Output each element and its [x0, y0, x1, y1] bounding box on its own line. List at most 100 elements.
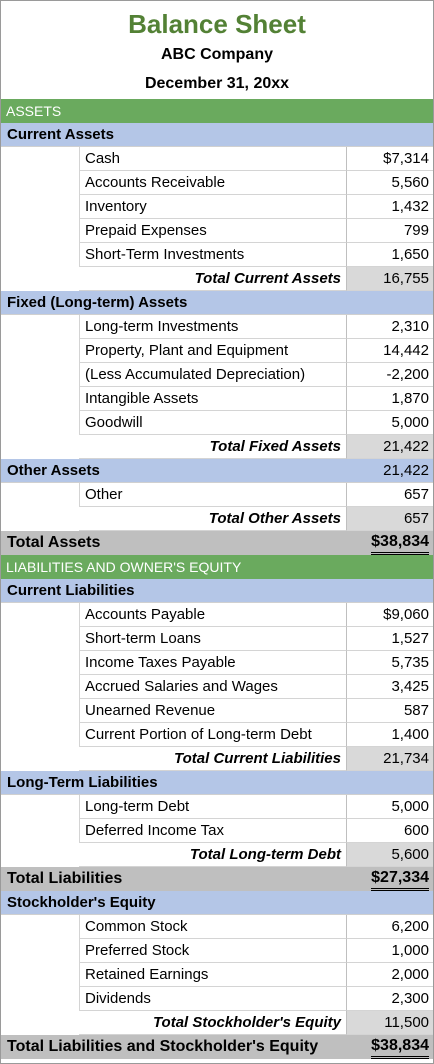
line-item-label: Prepaid Expenses — [79, 219, 347, 243]
line-item-label: Inventory — [79, 195, 347, 219]
line-item-label: Short-term Loans — [79, 627, 347, 651]
line-item-value: 2,000 — [347, 963, 433, 987]
line-item-label: Other — [79, 483, 347, 507]
subtotal-row-label: Total Fixed Assets — [79, 435, 347, 459]
total-row-value: $27,334 — [371, 867, 429, 891]
line-item: Intangible Assets 1,870 — [1, 387, 433, 411]
subtotal-row-value: 21,422 — [347, 435, 433, 459]
line-item-value: 2,310 — [347, 315, 433, 339]
group-header-label: Fixed (Long-term) Assets — [7, 294, 188, 311]
line-item-label: Cash — [79, 147, 347, 171]
section-header: LIABILITIES AND OWNER'S EQUITY — [1, 555, 433, 579]
line-item: Cash $7,314 — [1, 147, 433, 171]
line-item-value: 587 — [347, 699, 433, 723]
line-item: Prepaid Expenses 799 — [1, 219, 433, 243]
line-item-label: Long-term Investments — [79, 315, 347, 339]
line-item: Deferred Income Tax 600 — [1, 819, 433, 843]
line-item-value: 600 — [347, 819, 433, 843]
subtotal-row: Total Stockholder's Equity 11,500 — [1, 1011, 433, 1035]
line-item: Long-term Debt 5,000 — [1, 795, 433, 819]
line-item: Unearned Revenue 587 — [1, 699, 433, 723]
line-item: (Less Accumulated Depreciation) -2,200 — [1, 363, 433, 387]
line-item-value: 5,000 — [347, 411, 433, 435]
line-item: Other 657 — [1, 483, 433, 507]
section-header-label: LIABILITIES AND OWNER'S EQUITY — [6, 559, 242, 575]
line-item-label: Accounts Payable — [79, 603, 347, 627]
line-item: Accounts Receivable 5,560 — [1, 171, 433, 195]
group-header-label: Current Liabilities — [7, 582, 135, 599]
line-item-value: 1,650 — [347, 243, 433, 267]
balance-table: ASSETS Current Assets Cash $7,314 Accounts R… — [1, 99, 433, 1059]
total-row: Total Assets $38,834 — [1, 531, 433, 555]
line-item: Preferred Stock 1,000 — [1, 939, 433, 963]
line-item-value: 1,000 — [347, 939, 433, 963]
line-item: Common Stock 6,200 — [1, 915, 433, 939]
group-header-label: Current Assets — [7, 126, 114, 143]
subtotal-row-label: Total Current Liabilities — [79, 747, 347, 771]
line-item-label: Dividends — [79, 987, 347, 1011]
line-item-value: 1,870 — [347, 387, 433, 411]
subtotal-row-label: Total Long-term Debt — [79, 843, 347, 867]
section-header-label: ASSETS — [6, 103, 62, 119]
group-header-label: Long-Term Liabilities — [7, 774, 158, 791]
line-item-value: 657 — [347, 483, 433, 507]
company-name: ABC Company — [160, 46, 273, 63]
line-item: Accounts Payable $9,060 — [1, 603, 433, 627]
section-header: ASSETS — [1, 99, 433, 123]
subtotal-row: Total Other Assets 657 — [1, 507, 433, 531]
total-row: Total Liabilities $27,334 — [1, 867, 433, 891]
statement-date: December 31, 20xx — [144, 75, 290, 92]
line-item-value: 3,425 — [347, 675, 433, 699]
sheet-title: Balance Sheet — [128, 9, 306, 39]
line-item: Accrued Salaries and Wages 3,425 — [1, 675, 433, 699]
total-row-label: Total Liabilities and Stockholder's Equi… — [7, 1038, 319, 1055]
line-item-label: Current Portion of Long-term Debt — [79, 723, 347, 747]
group-header: Current Liabilities — [1, 579, 433, 603]
line-item-value: -2,200 — [347, 363, 433, 387]
group-header-label: Stockholder's Equity — [7, 894, 156, 911]
line-item-value: 1,527 — [347, 627, 433, 651]
subtotal-row-label: Total Current Assets — [79, 267, 347, 291]
line-item-value: $7,314 — [347, 147, 433, 171]
line-item-value: 5,000 — [347, 795, 433, 819]
group-header-value: 21,422 — [383, 462, 429, 479]
subtotal-row: Total Current Assets 16,755 — [1, 267, 433, 291]
line-item-label: Common Stock — [79, 915, 347, 939]
group-header-label: Other Assets — [7, 462, 100, 479]
line-item-label: (Less Accumulated Depreciation) — [79, 363, 347, 387]
line-item-label: Unearned Revenue — [79, 699, 347, 723]
line-item: Goodwill 5,000 — [1, 411, 433, 435]
total-row: Total Liabilities and Stockholder's Equi… — [1, 1035, 433, 1059]
line-item: Short-term Loans 1,527 — [1, 627, 433, 651]
line-item-value: 799 — [347, 219, 433, 243]
group-header: Fixed (Long-term) Assets — [1, 291, 433, 315]
subtotal-row-value: 11,500 — [347, 1011, 433, 1035]
line-item: Property, Plant and Equipment 14,442 — [1, 339, 433, 363]
line-item-label: Property, Plant and Equipment — [79, 339, 347, 363]
subtotal-row-value: 21,734 — [347, 747, 433, 771]
total-row-value: $38,834 — [371, 531, 429, 555]
line-item-label: Goodwill — [79, 411, 347, 435]
subtotal-row-label: Total Stockholder's Equity — [79, 1011, 347, 1035]
line-item: Dividends 2,300 — [1, 987, 433, 1011]
line-item-label: Accrued Salaries and Wages — [79, 675, 347, 699]
subtotal-row-value: 5,600 — [347, 843, 433, 867]
line-item: Current Portion of Long-term Debt 1,400 — [1, 723, 433, 747]
line-item: Short-Term Investments 1,650 — [1, 243, 433, 267]
subtotal-row: Total Long-term Debt 5,600 — [1, 843, 433, 867]
total-row-value: $38,834 — [371, 1035, 429, 1059]
line-item: Income Taxes Payable 5,735 — [1, 651, 433, 675]
group-header: Current Assets — [1, 123, 433, 147]
subtotal-row-value: 657 — [347, 507, 433, 531]
group-header: Long-Term Liabilities — [1, 771, 433, 795]
sheet-header: Balance Sheet ABC Company December 31, 2… — [1, 1, 433, 99]
line-item-value: $9,060 — [347, 603, 433, 627]
line-item-value: 6,200 — [347, 915, 433, 939]
line-item: Long-term Investments 2,310 — [1, 315, 433, 339]
line-item-label: Income Taxes Payable — [79, 651, 347, 675]
line-item-label: Short-Term Investments — [79, 243, 347, 267]
line-item-value: 5,560 — [347, 171, 433, 195]
subtotal-row-label: Total Other Assets — [79, 507, 347, 531]
line-item-value: 14,442 — [347, 339, 433, 363]
